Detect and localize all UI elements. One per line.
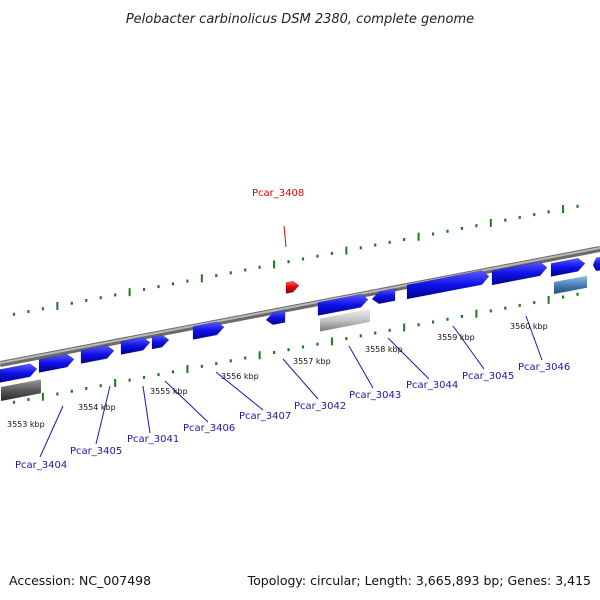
- leader-line: [282, 358, 319, 400]
- kbp-label-3556: 3556 kbp: [221, 372, 259, 381]
- gene-arrow[interactable]: [406, 270, 490, 300]
- kbp-label-3554: 3554 kbp: [78, 403, 116, 412]
- kbp-label-3559: 3559 kbp: [437, 333, 475, 342]
- upper-scale-ticks: [12, 204, 579, 316]
- gene-label-pcar-3404[interactable]: Pcar_3404: [15, 460, 67, 471]
- gene-arrow[interactable]: [0, 363, 38, 383]
- gene-arrow[interactable]: [120, 337, 151, 355]
- gene-arrow[interactable]: [371, 288, 396, 304]
- accession-text: Accession: NC_007498: [9, 573, 151, 588]
- leader-line: [348, 345, 374, 389]
- rna-feature[interactable]: [554, 275, 587, 294]
- gene-label-pcar-3045[interactable]: Pcar_3045: [462, 371, 514, 382]
- gene-arrow[interactable]: [80, 345, 115, 364]
- leader-line: [39, 405, 64, 458]
- gene-label-pcar-3042[interactable]: Pcar_3042: [294, 401, 346, 412]
- leader-line: [142, 385, 151, 434]
- label-leader-lines: [39, 225, 543, 458]
- gene-features: [0, 256, 600, 401]
- gene-arrow[interactable]: [151, 334, 170, 350]
- leader-line: [283, 225, 287, 248]
- leader-line: [452, 325, 485, 370]
- leader-line: [525, 315, 543, 361]
- gene-label-pcar-3046[interactable]: Pcar_3046: [518, 362, 570, 373]
- gene-label-pcar-3406[interactable]: Pcar_3406: [183, 423, 235, 434]
- topology-text: Topology: circular; Length: 3,665,893 bp…: [247, 573, 591, 588]
- leader-line: [164, 380, 209, 423]
- leader-line: [215, 371, 264, 411]
- leader-line: [387, 337, 430, 380]
- kbp-label-3553: 3553 kbp: [7, 420, 45, 429]
- kbp-label-3555: 3555 kbp: [150, 387, 188, 396]
- genome-backbone: [0, 246, 600, 367]
- gene-label-pcar-3407[interactable]: Pcar_3407: [239, 411, 291, 422]
- gene-arrow[interactable]: [192, 321, 225, 340]
- gene-label-pcar-3041[interactable]: Pcar_3041: [127, 434, 179, 445]
- kbp-label-3558: 3558 kbp: [365, 345, 403, 354]
- rna-feature[interactable]: [1, 379, 41, 401]
- kbp-label-3557: 3557 kbp: [293, 357, 331, 366]
- rna-feature[interactable]: [320, 308, 370, 332]
- gene-label-pcar-3405[interactable]: Pcar_3405: [70, 446, 122, 457]
- kbp-label-3560: 3560 kbp: [510, 322, 548, 331]
- gene-arrow[interactable]: [592, 256, 600, 272]
- map-title: Pelobacter carbinolicus DSM 2380, comple…: [126, 12, 474, 27]
- gene-label-pcar-3408[interactable]: Pcar_3408: [252, 188, 304, 199]
- gene-arrow-pcar-3408[interactable]: [285, 280, 300, 294]
- gene-arrow[interactable]: [491, 261, 548, 286]
- leader-line: [95, 385, 111, 445]
- gene-label-pcar-3043[interactable]: Pcar_3043: [349, 390, 401, 401]
- gene-label-pcar-3044[interactable]: Pcar_3044: [406, 380, 458, 391]
- gene-arrow[interactable]: [38, 353, 75, 373]
- lower-scale-ticks: [12, 292, 579, 404]
- gene-arrow[interactable]: [317, 294, 369, 316]
- gene-arrow[interactable]: [265, 310, 286, 325]
- gene-arrow[interactable]: [550, 258, 586, 277]
